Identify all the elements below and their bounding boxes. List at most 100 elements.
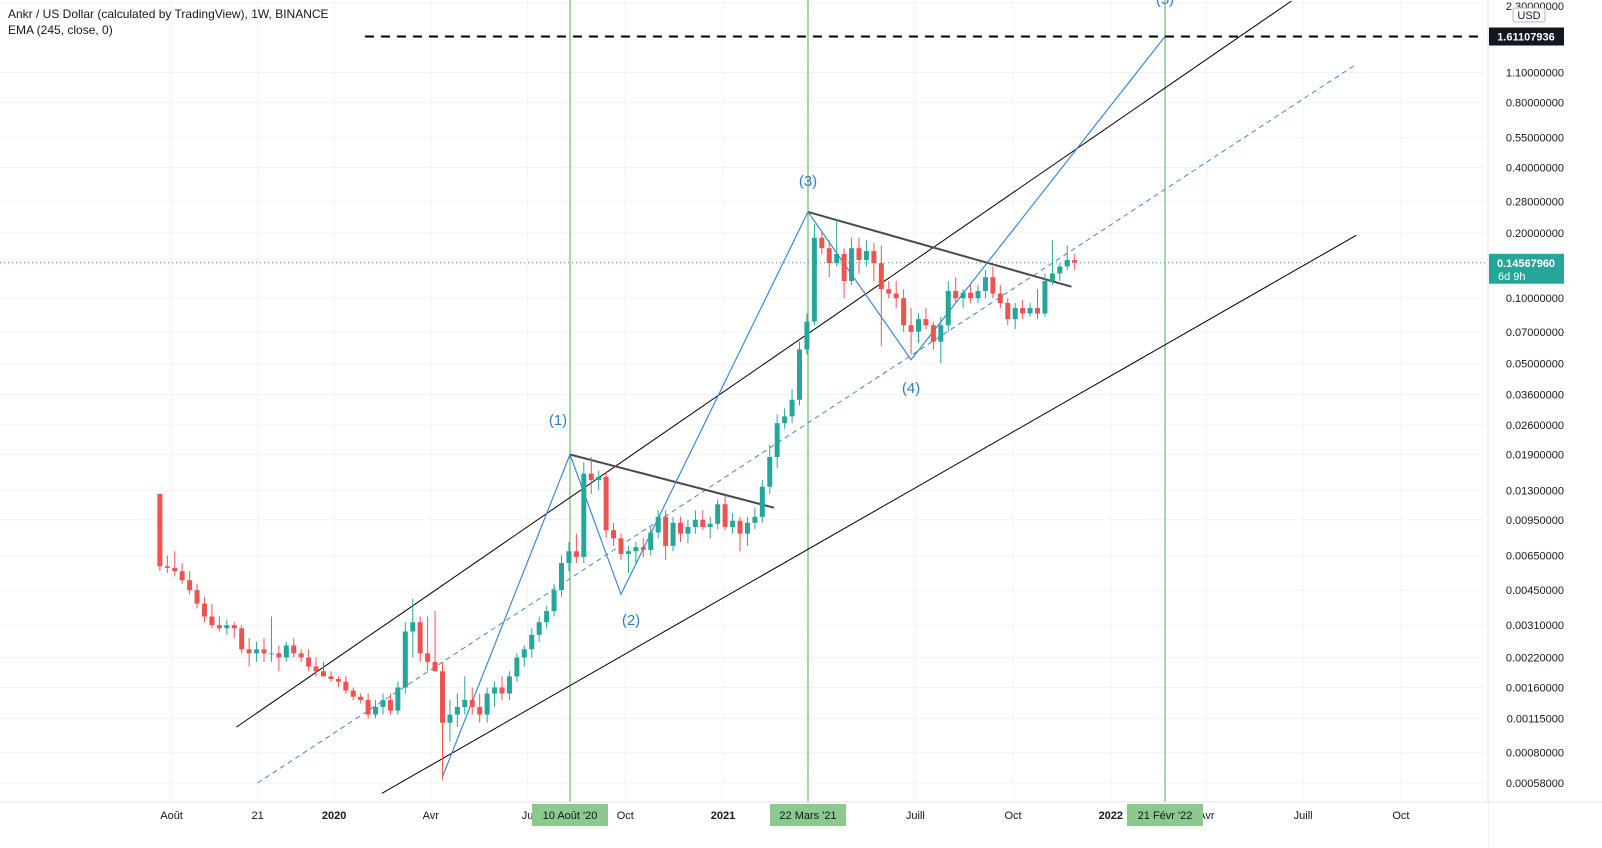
candle [261, 638, 267, 662]
price-tick-label: 0.02600000 [1506, 420, 1564, 432]
candle-body [551, 590, 557, 612]
candle-body [1027, 308, 1033, 314]
candle-body [834, 253, 840, 264]
candle-body [997, 293, 1003, 304]
candle-body [313, 666, 319, 672]
candle [283, 641, 289, 662]
candle [566, 542, 572, 572]
candle [938, 316, 944, 364]
candle-body [254, 649, 260, 654]
candle [432, 611, 438, 672]
candle [224, 619, 230, 635]
candle [797, 341, 802, 406]
candle-body [380, 700, 386, 708]
candle [573, 533, 579, 564]
candle-body [246, 649, 252, 654]
candle-body [982, 277, 988, 291]
candle [521, 645, 527, 667]
candle-body [886, 289, 892, 294]
candle-body [402, 631, 408, 688]
wave-label: (2) [622, 612, 640, 629]
candle [953, 277, 959, 304]
candle [893, 281, 899, 309]
candle-body [544, 611, 550, 623]
candle [410, 598, 416, 658]
candle [923, 308, 929, 330]
candle-body [417, 622, 423, 654]
candle-body [521, 649, 527, 658]
price-tick-label: 0.20000000 [1506, 228, 1564, 240]
wave-labels: (1) (2) (3) (4) (5) [549, 0, 1174, 629]
price-tick-label: 0.10000000 [1506, 293, 1564, 305]
candle [417, 616, 423, 662]
candle-body [283, 645, 289, 658]
candle [172, 551, 178, 577]
price-tick-label: 0.55000000 [1506, 133, 1564, 145]
candle [1057, 263, 1063, 282]
candle [678, 516, 683, 543]
candle-body [611, 530, 617, 539]
wave-label: (4) [902, 380, 920, 397]
candle [380, 693, 386, 715]
candle [231, 622, 237, 639]
time-tick-label: Juill [906, 810, 925, 822]
candle-body [945, 290, 951, 326]
candle-body [730, 520, 736, 527]
time-tick-label: Juill [1294, 810, 1313, 822]
candle-body [901, 298, 907, 326]
candle-body [202, 603, 207, 617]
price-tick-label: 0.05000000 [1506, 358, 1564, 370]
candle [350, 687, 356, 701]
price-tick-label: 0.01900000 [1506, 450, 1564, 462]
target-price-label: 1.61107936 [1497, 32, 1555, 44]
candle [581, 462, 587, 564]
wave-path [441, 36, 1166, 777]
candle-body [1057, 266, 1063, 274]
candle-body [596, 476, 602, 480]
candle-body [938, 325, 944, 342]
candle-body [1020, 308, 1026, 314]
candle [886, 281, 892, 299]
candle-body [358, 696, 364, 701]
wave-label: (1) [549, 412, 567, 429]
candle [841, 248, 847, 299]
candle-body [373, 707, 379, 715]
candle [484, 687, 490, 723]
candle-body [566, 551, 572, 564]
chart-legend: Ankr / US Dollar (calculated by TradingV… [8, 6, 329, 38]
candle-body [239, 628, 245, 650]
current-price-badge [1489, 253, 1564, 284]
candle [164, 555, 170, 573]
candle-body [752, 516, 758, 523]
candle [730, 513, 736, 534]
candle [343, 676, 349, 694]
candle-body [395, 687, 401, 711]
time-tick-label: 2021 [711, 810, 735, 822]
candle-body [499, 687, 505, 694]
candle [298, 649, 304, 662]
candle-body [960, 292, 966, 299]
candle-body [774, 423, 780, 458]
candle [640, 538, 646, 557]
candle [447, 700, 453, 742]
candle-body [893, 293, 899, 299]
candle-body [231, 625, 237, 629]
time-tick-label: 2020 [322, 810, 346, 822]
candle [752, 507, 758, 530]
candle-body [648, 532, 654, 550]
candle-body [789, 399, 795, 417]
candle [960, 289, 966, 309]
price-tick-label: 0.01300000 [1506, 485, 1564, 497]
candle-body [826, 248, 832, 264]
candle-body [863, 251, 869, 261]
candle-body [335, 679, 341, 682]
candle [335, 676, 341, 688]
candle-body [514, 657, 520, 677]
time-tick-label: 21 [252, 810, 264, 822]
candle [358, 693, 364, 704]
date-marker-label: 21 Févr '22 [1138, 810, 1193, 822]
candle [722, 496, 728, 531]
candle-body [603, 476, 609, 531]
time-tick-label: Ju [522, 810, 534, 822]
